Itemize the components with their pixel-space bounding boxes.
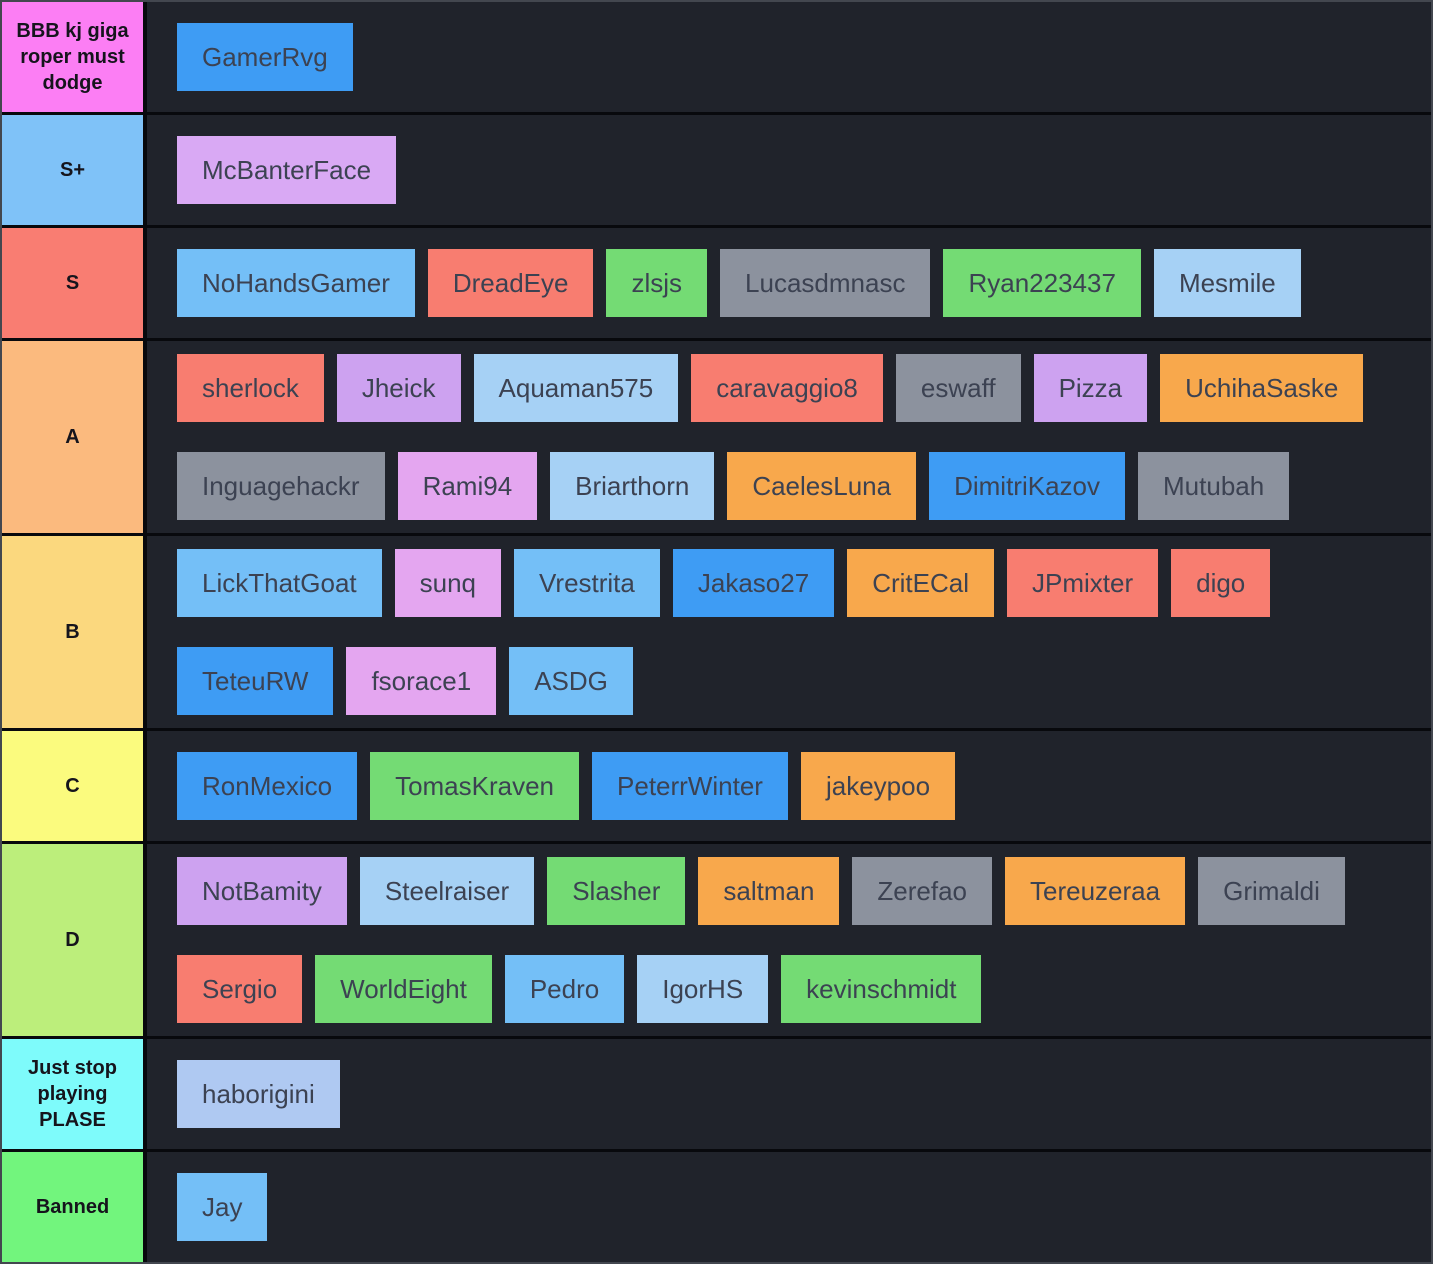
- tier-item[interactable]: Rami94: [397, 452, 538, 520]
- tier-item[interactable]: Inguagehackr: [177, 452, 385, 520]
- tier-item[interactable]: saltman: [698, 857, 840, 925]
- tier-item-line: GamerRvg: [177, 23, 1419, 91]
- tier-item-line: NoHandsGamer DreadEye zlsjs Lucasdmnasc Ryan…: [177, 249, 1419, 317]
- tier-item-line: Jay: [177, 1173, 1419, 1241]
- tier-item[interactable]: TeteuRW: [177, 647, 334, 715]
- tier-dropzone-1[interactable]: McBanterFace: [147, 115, 1431, 225]
- tier-item-line: haborigini: [177, 1060, 1419, 1128]
- tier-item[interactable]: Aquaman575: [473, 354, 679, 422]
- tier-item[interactable]: sunq: [394, 549, 502, 617]
- tier-item-line: Inguagehackr Rami94 Briarthorn CaelesLuna Di…: [177, 452, 1419, 520]
- tier-item[interactable]: Lucasdmnasc: [720, 249, 931, 317]
- tier-item[interactable]: DimitriKazov: [929, 452, 1126, 520]
- tier-item[interactable]: digo: [1171, 549, 1271, 617]
- tier-label-1: S+: [2, 115, 143, 225]
- tier-item[interactable]: UchihaSaske: [1160, 354, 1364, 422]
- tier-item-line: TeteuRW fsorace1 ASDG: [177, 647, 1419, 715]
- tier-item[interactable]: sherlock: [177, 354, 324, 422]
- tier-item[interactable]: NotBamity: [177, 857, 347, 925]
- tier-row-1: S+ McBanterFace: [2, 115, 1431, 225]
- tier-row-4: B LickThatGoat sunq Vrestrita Jakaso27 CritEC…: [2, 536, 1431, 728]
- tier-item[interactable]: zlsjs: [606, 249, 708, 317]
- tier-label-5: C: [2, 731, 143, 841]
- tier-item[interactable]: Tereuzeraa: [1005, 857, 1186, 925]
- tier-dropzone-7[interactable]: haborigini: [147, 1039, 1431, 1149]
- tier-item[interactable]: Briarthorn: [550, 452, 715, 520]
- tier-label-0: BBB kj giga roper must dodge: [2, 2, 143, 112]
- tier-item-line: sherlock Jheick Aquaman575 caravaggio8 eswaf…: [177, 354, 1419, 422]
- tier-item[interactable]: Jakaso27: [672, 549, 835, 617]
- tier-row-5: C RonMexico TomasKraven PeterrWinter jakeypo…: [2, 731, 1431, 841]
- tier-dropzone-2[interactable]: NoHandsGamer DreadEye zlsjs Lucasdmnasc Ryan…: [147, 228, 1431, 338]
- tier-item[interactable]: Jheick: [336, 354, 461, 422]
- tier-item[interactable]: jakeypoo: [800, 752, 956, 820]
- tier-item[interactable]: Grimaldi: [1198, 857, 1345, 925]
- tier-item[interactable]: IgorHS: [637, 955, 769, 1023]
- tier-item[interactable]: kevinschmidt: [781, 955, 982, 1023]
- tier-item-line: LickThatGoat sunq Vrestrita Jakaso27 CritECa…: [177, 549, 1419, 617]
- tier-item[interactable]: Jay: [177, 1173, 268, 1241]
- tier-item[interactable]: Ryan223437: [943, 249, 1141, 317]
- tier-item-line: Sergio WorldEight Pedro IgorHS kevinschmidt: [177, 955, 1419, 1023]
- tier-item[interactable]: Zerefao: [852, 857, 993, 925]
- tier-item[interactable]: CritECal: [847, 549, 994, 617]
- tier-item[interactable]: Steelraiser: [359, 857, 535, 925]
- tier-item[interactable]: haborigini: [177, 1060, 340, 1128]
- tier-item[interactable]: RonMexico: [177, 752, 358, 820]
- tier-item[interactable]: Pizza: [1033, 354, 1148, 422]
- tier-label-2: S: [2, 228, 143, 338]
- tier-item-line: NotBamity Steelraiser Slasher saltman Zerefa…: [177, 857, 1419, 925]
- tier-item[interactable]: Mesmile: [1153, 249, 1301, 317]
- tier-row-7: Just stop playing PLASE haborigini: [2, 1039, 1431, 1149]
- tier-item[interactable]: GamerRvg: [177, 23, 353, 91]
- tier-dropzone-8[interactable]: Jay: [147, 1152, 1431, 1262]
- tier-row-0: BBB kj giga roper must dodge GamerRvg: [2, 2, 1431, 112]
- tier-item[interactable]: eswaff: [895, 354, 1021, 422]
- tier-row-6: D NotBamity Steelraiser Slasher saltman Zeref…: [2, 844, 1431, 1036]
- tier-item[interactable]: fsorace1: [346, 647, 497, 715]
- tier-item-line: RonMexico TomasKraven PeterrWinter jakeypoo: [177, 752, 1419, 820]
- tier-item[interactable]: WorldEight: [315, 955, 492, 1023]
- tier-item[interactable]: NoHandsGamer: [177, 249, 415, 317]
- tier-item[interactable]: CaelesLuna: [727, 452, 917, 520]
- tier-item[interactable]: caravaggio8: [691, 354, 883, 422]
- tier-dropzone-3[interactable]: sherlock Jheick Aquaman575 caravaggio8 eswaf…: [147, 341, 1431, 533]
- tier-item[interactable]: Vrestrita: [514, 549, 660, 617]
- tier-dropzone-6[interactable]: NotBamity Steelraiser Slasher saltman Zerefa…: [147, 844, 1431, 1036]
- tier-label-3: A: [2, 341, 143, 533]
- tier-item[interactable]: LickThatGoat: [177, 549, 382, 617]
- tier-dropzone-5[interactable]: RonMexico TomasKraven PeterrWinter jakeypoo: [147, 731, 1431, 841]
- tier-item[interactable]: DreadEye: [427, 249, 594, 317]
- tier-dropzone-0[interactable]: GamerRvg: [147, 2, 1431, 112]
- tier-item[interactable]: Pedro: [504, 955, 625, 1023]
- tier-row-2: S NoHandsGamer DreadEye zlsjs Lucasdmnasc Rya…: [2, 228, 1431, 338]
- tier-item[interactable]: Slasher: [547, 857, 686, 925]
- tier-item[interactable]: McBanterFace: [177, 136, 397, 204]
- tier-row-8: Banned Jay: [2, 1152, 1431, 1262]
- tier-item-line: McBanterFace: [177, 136, 1419, 204]
- tier-item[interactable]: TomasKraven: [370, 752, 580, 820]
- tier-label-8: Banned: [2, 1152, 143, 1262]
- tier-item[interactable]: ASDG: [509, 647, 633, 715]
- tier-item[interactable]: JPmixter: [1006, 549, 1159, 617]
- tier-label-4: B: [2, 536, 143, 728]
- tier-dropzone-4[interactable]: LickThatGoat sunq Vrestrita Jakaso27 CritECa…: [147, 536, 1431, 728]
- tier-label-7: Just stop playing PLASE: [2, 1039, 143, 1149]
- tier-item[interactable]: Sergio: [177, 955, 303, 1023]
- tier-item[interactable]: Mutubah: [1138, 452, 1290, 520]
- tier-item[interactable]: PeterrWinter: [592, 752, 788, 820]
- tier-label-6: D: [2, 844, 143, 1036]
